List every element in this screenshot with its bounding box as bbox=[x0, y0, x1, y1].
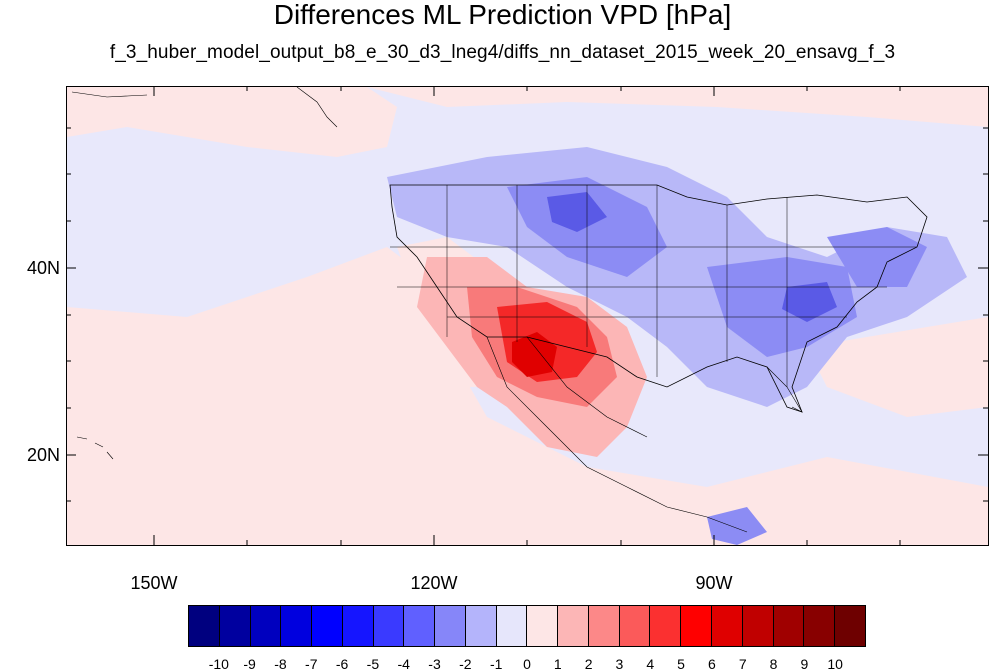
hawaii-outline bbox=[76, 436, 114, 460]
colorbar-cell bbox=[681, 606, 713, 646]
blue-region-northeast bbox=[827, 227, 927, 287]
colorbar-cell bbox=[835, 606, 865, 646]
colorbar-labels: -10 -9 -8 -7 -6 -5 -4 -3 -2 -1 0 1 2 3 4 5 6 7 8 9 10 bbox=[188, 656, 866, 672]
colorbar-label: -6 bbox=[335, 656, 349, 672]
colorbar-label: 1 bbox=[553, 656, 562, 672]
colorbar-label: -7 bbox=[305, 656, 318, 672]
colorbar-label: 7 bbox=[738, 656, 747, 672]
blue-region-mexico-south bbox=[707, 507, 767, 545]
colorbar-cell bbox=[558, 606, 589, 646]
pink-region-north-pacific bbox=[67, 87, 397, 157]
colorbar-cell bbox=[435, 606, 466, 646]
colorbar-label: -10 bbox=[208, 656, 229, 672]
us-state-lines bbox=[390, 185, 917, 387]
colorbar-label: -3 bbox=[428, 656, 441, 672]
alaska-coast bbox=[71, 87, 338, 128]
colorbar-label: 6 bbox=[708, 656, 716, 672]
colorbar-label: 0 bbox=[523, 656, 531, 672]
colorbar-label: 5 bbox=[677, 656, 685, 672]
colorbar-label: 8 bbox=[769, 656, 778, 672]
lat-label-20n: 20N bbox=[26, 445, 60, 465]
colorbar-label: -5 bbox=[366, 656, 380, 672]
lon-label-150w: 150W bbox=[130, 573, 178, 593]
florida-outline bbox=[766, 366, 803, 413]
lat-label-40n: 40N bbox=[26, 258, 60, 278]
colorbar-cell bbox=[219, 606, 251, 646]
colorbar-cell bbox=[404, 606, 436, 646]
blue-region-southeast bbox=[707, 257, 857, 357]
colorbar-cell bbox=[342, 606, 374, 646]
colorbar bbox=[188, 605, 866, 647]
colorbar-label: -9 bbox=[243, 656, 256, 672]
pink-region-east-pacific bbox=[67, 247, 988, 545]
colorbar-cell bbox=[465, 606, 497, 646]
colorbar-label: 10 bbox=[827, 656, 843, 672]
colorbar-cell bbox=[496, 606, 528, 646]
pink-region-arctic-strip bbox=[367, 87, 988, 127]
figure-subtitle: f_3_huber_model_output_b8_e_30_d3_lneg4/… bbox=[109, 42, 896, 63]
colorbar-cell bbox=[189, 606, 220, 646]
colorbar-label: 9 bbox=[800, 656, 809, 672]
colorbar-cell bbox=[773, 606, 805, 646]
colorbar-label: 2 bbox=[584, 656, 593, 672]
figure-title: Differences ML Prediction VPD [hPa] bbox=[273, 0, 732, 30]
mexico-outline bbox=[486, 336, 748, 533]
blue-region-strong-spot-east bbox=[782, 282, 837, 322]
colorbar-cell bbox=[804, 606, 836, 646]
colorbar-label: -4 bbox=[397, 656, 410, 672]
colorbar-cell bbox=[281, 606, 313, 646]
colorbar-cell bbox=[312, 606, 343, 646]
lon-label-120w: 120W bbox=[410, 573, 458, 593]
blue-region-strong-spot-north bbox=[547, 192, 607, 232]
lon-label-90w: 90W bbox=[695, 573, 733, 593]
colorbar-label: -2 bbox=[459, 656, 472, 672]
colorbar-cell bbox=[588, 606, 620, 646]
colorbar-cell bbox=[650, 606, 682, 646]
vpd-difference-field bbox=[67, 87, 988, 545]
colorbar-cell bbox=[527, 606, 559, 646]
colorbar-cell bbox=[712, 606, 743, 646]
red-region-southwest-core bbox=[512, 332, 557, 377]
colorbar-label: -1 bbox=[489, 656, 503, 672]
colorbar-cell bbox=[742, 606, 774, 646]
map-panel bbox=[66, 86, 989, 546]
colorbar-label: 4 bbox=[646, 656, 655, 672]
colorbar-label: 3 bbox=[615, 656, 624, 672]
colorbar-label: -8 bbox=[274, 656, 287, 672]
colorbar-cell bbox=[373, 606, 405, 646]
colorbar-cell bbox=[619, 606, 651, 646]
pink-region-atlantic bbox=[807, 317, 988, 417]
colorbar-cell bbox=[250, 606, 282, 646]
